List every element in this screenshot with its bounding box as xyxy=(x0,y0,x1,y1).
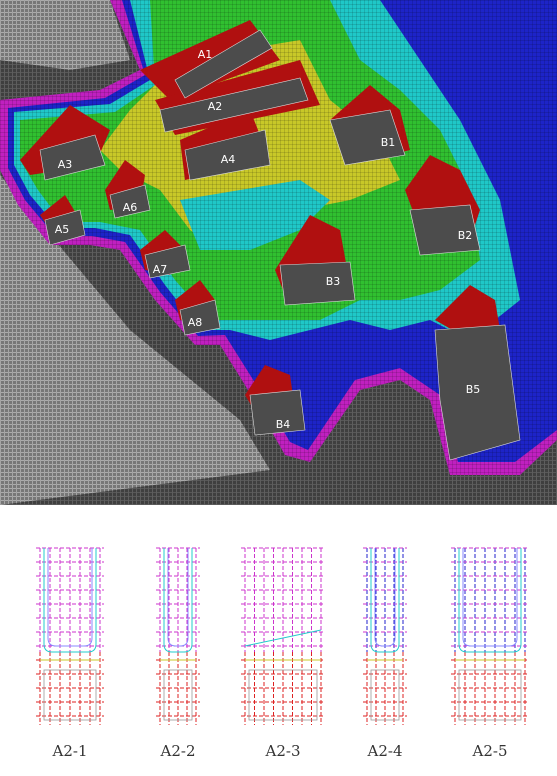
unit-outline xyxy=(458,669,522,721)
panel-caption: A2-1 xyxy=(52,742,88,760)
building-label: A5 xyxy=(55,223,70,236)
panel-caption: A2-4 xyxy=(367,742,403,760)
detail-panel xyxy=(156,547,200,725)
contour xyxy=(458,548,522,653)
building-label: B4 xyxy=(276,418,291,431)
panel-caption: A2-5 xyxy=(472,742,508,760)
unit-outline xyxy=(370,669,400,721)
buildings xyxy=(39,29,521,461)
contour xyxy=(47,548,93,647)
building-labels: A1 A2 A3 A4 A5 A6 A7 A8 B1 B2 B3 B4 B5 xyxy=(55,48,481,431)
building-label: B2 xyxy=(458,229,473,242)
contour xyxy=(163,548,193,653)
detail-panel xyxy=(241,547,325,725)
building-label: A4 xyxy=(221,153,236,166)
panel-caption: A2-3 xyxy=(265,742,301,760)
contour xyxy=(462,548,518,647)
building-label: A8 xyxy=(188,316,203,329)
building-label: B5 xyxy=(466,383,481,396)
unit-outline xyxy=(163,669,193,721)
contour xyxy=(244,629,322,647)
building-label: A7 xyxy=(153,263,168,276)
detail-panel xyxy=(363,547,407,725)
building-label: A3 xyxy=(58,158,73,171)
building-label: A1 xyxy=(198,48,213,61)
contour xyxy=(370,548,400,653)
contour xyxy=(167,548,189,647)
building-label: B3 xyxy=(326,275,341,288)
panel-caption: A2-2 xyxy=(160,742,196,760)
contour xyxy=(374,548,396,647)
contour xyxy=(43,548,97,653)
building-label: A2 xyxy=(208,100,223,113)
detail-panels: A2-1 A2-2 A2-3 A2-4 A2-5 xyxy=(36,547,529,760)
detail-panel xyxy=(36,547,104,725)
building-label: A6 xyxy=(123,201,138,214)
unit-outline xyxy=(43,669,97,721)
building-label: B1 xyxy=(381,136,396,149)
site-plan xyxy=(0,0,557,505)
unit-outline xyxy=(248,669,318,721)
detail-panel xyxy=(451,547,529,725)
